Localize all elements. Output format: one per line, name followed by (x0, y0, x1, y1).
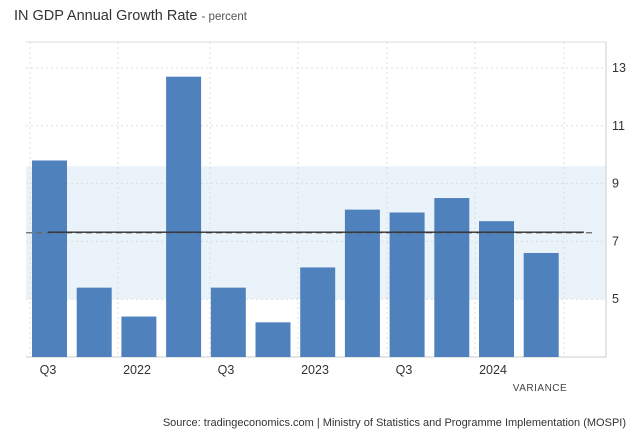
bar-1 (32, 160, 67, 357)
x-tick-label: 2023 (301, 363, 329, 377)
bar-6 (255, 322, 291, 357)
variance-label: VARIANCE (513, 383, 567, 394)
y-tick-label: 13 (612, 61, 626, 75)
y-tick-label: 5 (612, 292, 619, 306)
bar-5 (210, 287, 246, 357)
bar-7 (300, 267, 336, 357)
bar-8 (344, 209, 380, 357)
bar-10 (434, 198, 470, 357)
x-tick-label: Q3 (396, 363, 413, 377)
x-tick-label: 2024 (479, 363, 507, 377)
chart-title-text: IN GDP Annual Growth Rate (14, 8, 198, 24)
bar-11 (479, 221, 514, 357)
x-tick-label: Q3 (218, 363, 235, 377)
bar-3 (121, 316, 157, 357)
chart-title: IN GDP Annual Growth Rate - percent (14, 8, 247, 24)
y-tick-label: 11 (612, 119, 625, 133)
chart-subtitle: - percent (201, 11, 247, 23)
x-tick-label: 2022 (123, 363, 151, 377)
bar-4 (166, 76, 202, 358)
bar-12 (523, 252, 559, 357)
x-tick-label: Q3 (40, 363, 57, 377)
y-tick-label: 7 (612, 234, 619, 248)
bar-9 (389, 212, 425, 357)
y-tick-label: 9 (612, 177, 619, 191)
bar-2 (76, 287, 112, 357)
source-note: Source: tradingeconomics.com | Ministry … (162, 417, 626, 429)
